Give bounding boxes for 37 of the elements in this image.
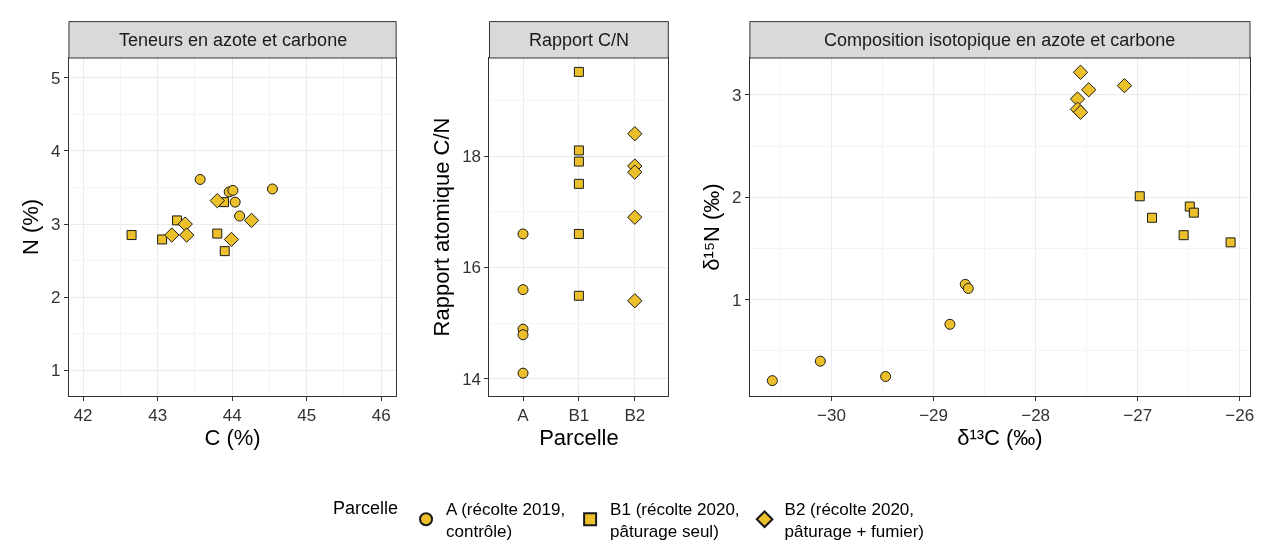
x-axis-title: δ¹³C (‰) — [957, 425, 1043, 451]
y-tick-label: 18 — [462, 146, 482, 166]
x-tick-label: 46 — [371, 406, 391, 426]
y-tick-label: 1 — [732, 290, 742, 310]
x-tick-label: −29 — [919, 406, 949, 426]
y-axis-title: Rapport atomique C/N — [428, 117, 454, 337]
y-tick-label: 2 — [51, 288, 61, 308]
legend-label: B1 (récolte 2020, pâturage seul) — [610, 499, 740, 541]
chart-title: Composition isotopique en azote et carbone — [824, 30, 1176, 50]
x-tick-label: 44 — [222, 406, 242, 426]
x-tick-label: B2 — [624, 406, 646, 426]
y-tick-label: 2 — [732, 188, 742, 208]
x-tick-label: A — [517, 406, 530, 426]
x-axis-title: Parcelle — [539, 425, 619, 451]
x-tick-label: 42 — [73, 406, 93, 426]
x-axis-title: C (%) — [204, 425, 261, 451]
x-tick-label: −30 — [817, 406, 846, 426]
y-tick-label: 4 — [51, 141, 61, 161]
x-tick-label: −27 — [1123, 406, 1153, 426]
x-tick-label: 45 — [297, 406, 317, 426]
y-tick-label: 1 — [51, 361, 61, 381]
y-axis-title: δ¹⁵N (‰) — [698, 183, 724, 271]
y-tick-label: 14 — [462, 369, 482, 389]
y-tick-label: 3 — [732, 85, 742, 105]
x-tick-label: −28 — [1021, 406, 1051, 426]
y-tick-label: 16 — [462, 258, 482, 278]
chart-title: Teneurs en azote et carbone — [119, 30, 348, 50]
y-tick-label: 3 — [51, 215, 61, 235]
x-tick-label: −26 — [1225, 406, 1255, 426]
chart-title: Rapport C/N — [529, 30, 630, 50]
y-tick-label: 5 — [51, 68, 61, 88]
legend-label: B2 (récolte 2020, pâturage + fumier) — [784, 499, 924, 541]
x-tick-label: 43 — [148, 406, 168, 426]
y-axis-title: N (%) — [17, 198, 43, 256]
legend-label: A (récolte 2019, contrôle) — [446, 499, 566, 541]
legend-title: Parcelle — [333, 498, 399, 519]
x-tick-label: B1 — [568, 406, 590, 426]
